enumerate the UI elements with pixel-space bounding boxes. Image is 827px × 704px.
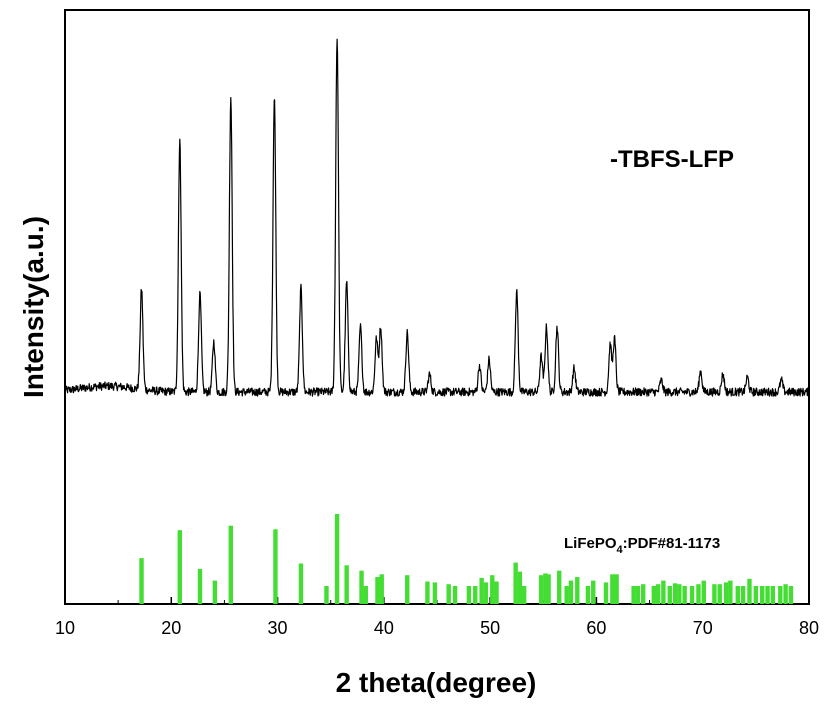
y-axis-title: Intensity(a.u.)	[18, 216, 49, 398]
reference-stick	[483, 582, 489, 604]
reference-stick	[344, 565, 349, 604]
reference-stick	[466, 586, 472, 604]
reference-stick	[765, 586, 770, 604]
reference-stick	[655, 584, 661, 604]
reference-stick	[177, 530, 182, 604]
reference-stick	[379, 574, 384, 604]
reference-stick	[723, 582, 729, 604]
x-tick-label: 30	[268, 618, 288, 638]
reference-stick	[661, 580, 666, 604]
reference-stick	[298, 563, 304, 604]
reference-stick	[479, 577, 484, 604]
x-tick-label: 10	[55, 618, 75, 638]
reference-stick	[672, 583, 678, 604]
reference-stick	[405, 575, 410, 604]
reference-stick	[557, 570, 562, 604]
reference-stick	[446, 584, 451, 604]
reference-stick	[760, 586, 765, 604]
reference-stick	[197, 568, 203, 604]
reference-stick	[783, 584, 788, 604]
reference-stick	[740, 586, 746, 604]
reference-stick	[610, 574, 615, 604]
series-line-tbfs-lfp	[64, 38, 810, 397]
reference-stick	[521, 586, 527, 604]
reference-stick	[640, 584, 646, 604]
reference-stick	[728, 580, 733, 604]
reference-stick	[538, 575, 544, 604]
x-axis-title: 2 theta(degree)	[336, 667, 537, 698]
reference-stick	[575, 577, 580, 604]
reference-stick	[696, 584, 701, 604]
reference-stick	[717, 584, 722, 604]
reference-stick	[778, 586, 783, 604]
reference-stick	[517, 571, 523, 604]
reference-stick	[139, 558, 144, 604]
reference-stick	[631, 586, 636, 604]
reference-stick	[591, 580, 596, 604]
reference-sticks	[139, 514, 794, 604]
reference-stick	[635, 586, 641, 604]
reference-stick	[682, 586, 687, 604]
reference-stick	[324, 586, 329, 604]
reference-stick	[677, 584, 682, 604]
ref-label-subscript: 4	[617, 544, 624, 556]
reference-stick	[334, 514, 340, 604]
reference-stick	[228, 525, 234, 604]
reference-stick	[701, 580, 706, 604]
reference-stick	[432, 582, 438, 604]
reference-stick	[603, 582, 609, 604]
reference-stick	[359, 570, 364, 604]
reference-stick	[712, 584, 717, 604]
reference-stick	[212, 580, 218, 604]
reference-stick	[788, 586, 794, 604]
reference-stick	[473, 586, 478, 604]
reference-stick	[747, 578, 752, 604]
x-tick-label: 20	[161, 618, 181, 638]
reference-stick	[494, 581, 499, 604]
x-tick-label: 40	[374, 618, 394, 638]
reference-stick	[735, 586, 740, 604]
plot-frame	[64, 9, 810, 605]
ref-label-main: LiFePO	[564, 535, 617, 552]
reference-stick	[425, 581, 430, 604]
x-tick-label: 70	[693, 618, 713, 638]
reference-stick	[770, 586, 776, 604]
x-tick-label: 80	[799, 618, 819, 638]
reference-stick	[273, 529, 278, 604]
series-label-reference: LiFePO4:PDF#81-1173	[564, 535, 720, 556]
reference-stick	[614, 574, 619, 604]
reference-stick	[689, 586, 695, 604]
reference-stick	[452, 586, 458, 604]
reference-stick	[568, 580, 574, 604]
x-tick-label: 50	[480, 618, 500, 638]
reference-stick	[667, 586, 672, 604]
reference-stick	[543, 573, 548, 604]
reference-stick	[651, 586, 657, 604]
reference-stick	[585, 586, 591, 604]
reference-stick	[513, 562, 518, 604]
reference-stick	[564, 586, 569, 604]
series-label-tbfs-lfp: -TBFS-LFP	[610, 146, 734, 173]
reference-stick	[375, 577, 380, 604]
ref-label-suffix: :PDF#81-1173	[623, 535, 721, 552]
reference-stick	[753, 586, 759, 604]
reference-stick	[546, 574, 551, 604]
x-tick-label: 60	[586, 618, 606, 638]
reference-stick	[363, 586, 368, 604]
reference-stick	[490, 575, 495, 604]
